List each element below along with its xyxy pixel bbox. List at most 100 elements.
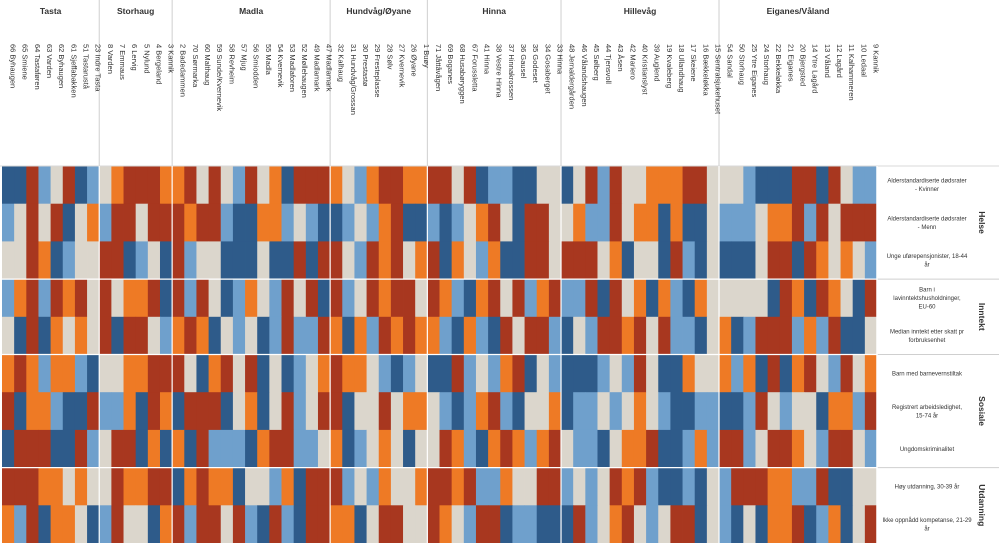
group-label: Madla bbox=[239, 6, 263, 16]
heatmap-cell bbox=[378, 166, 392, 205]
heatmap-cell bbox=[257, 203, 270, 242]
heatmap-cell bbox=[415, 203, 428, 242]
heatmap-cell bbox=[305, 316, 319, 355]
heatmap-cell bbox=[573, 392, 586, 431]
heatmap-cell bbox=[451, 316, 465, 355]
heatmap-cell bbox=[245, 505, 258, 543]
heatmap-cell bbox=[500, 241, 513, 280]
heatmap-cell bbox=[755, 467, 769, 506]
heatmap-cell bbox=[524, 316, 538, 355]
heatmap-cell bbox=[646, 354, 659, 393]
heatmap-cell bbox=[633, 203, 647, 242]
heatmap-cell bbox=[50, 241, 64, 280]
heatmap-cell bbox=[864, 241, 878, 280]
heatmap-cell bbox=[123, 354, 137, 393]
heatmap-cell bbox=[779, 316, 793, 355]
district-label: 18 Ullandhaug bbox=[677, 44, 686, 92]
heatmap-cell bbox=[573, 279, 586, 318]
heatmap-cell bbox=[743, 166, 756, 205]
heatmap-cell bbox=[123, 429, 137, 468]
heatmap-cell bbox=[609, 467, 623, 506]
district-label: 22 Bekkeløkka bbox=[774, 44, 783, 94]
heatmap-cell bbox=[840, 429, 854, 468]
heatmap-cell bbox=[354, 166, 367, 205]
district-label: 47 Madlamark bbox=[325, 44, 334, 92]
heatmap-cell bbox=[633, 316, 647, 355]
heatmap-cell bbox=[220, 166, 234, 205]
heatmap-cell bbox=[852, 279, 866, 318]
heatmap-cell bbox=[439, 392, 453, 431]
heatmap-cell bbox=[245, 429, 258, 468]
heatmap-cell bbox=[427, 279, 440, 318]
heatmap-cell bbox=[415, 316, 428, 355]
heatmap-cell bbox=[597, 203, 611, 242]
heatmap-cell bbox=[840, 316, 854, 355]
heatmap-cell bbox=[354, 429, 367, 468]
heatmap-cell bbox=[500, 279, 513, 318]
heatmap-cell bbox=[330, 279, 343, 318]
heatmap-cell bbox=[779, 392, 793, 431]
heatmap-cell bbox=[585, 241, 598, 280]
heatmap-cell bbox=[135, 392, 149, 431]
heatmap-cell bbox=[147, 316, 161, 355]
heatmap-cell bbox=[50, 392, 64, 431]
heatmap-cell bbox=[330, 467, 343, 506]
heatmap-cell bbox=[852, 316, 866, 355]
heatmap-cell bbox=[269, 279, 282, 318]
heatmap-cell bbox=[232, 354, 246, 393]
heatmap-cell bbox=[2, 354, 15, 393]
heatmap-cell bbox=[50, 429, 64, 468]
heatmap-cell bbox=[111, 279, 124, 318]
column-header: Tasta 66 Byhaugen 65 Smiene 64 Tastaføren 63… bbox=[9, 6, 881, 115]
district-label: 59 Sunde/Kvernevik bbox=[215, 44, 224, 111]
heatmap-cell bbox=[26, 279, 39, 318]
heatmap-cell bbox=[682, 467, 696, 506]
heatmap-cell bbox=[621, 166, 635, 205]
heatmap-cell bbox=[208, 354, 222, 393]
heatmap-cell bbox=[14, 316, 27, 355]
heatmap-cell bbox=[317, 279, 331, 318]
heatmap-cell bbox=[755, 354, 769, 393]
heatmap-cell bbox=[427, 467, 440, 506]
heatmap-cell bbox=[658, 467, 671, 506]
heatmap-cell bbox=[864, 354, 878, 393]
heatmap-cell bbox=[524, 241, 538, 280]
district-label: 41 Hinna bbox=[483, 44, 492, 75]
heatmap-cell bbox=[597, 166, 611, 205]
heatmap-cell bbox=[99, 203, 112, 242]
heatmap-cell bbox=[791, 166, 805, 205]
district-label: 21 Eiganes bbox=[786, 44, 795, 82]
heatmap-cell bbox=[427, 354, 440, 393]
heatmap-cell bbox=[172, 392, 185, 431]
heatmap-cell bbox=[317, 316, 331, 355]
heatmap-cell bbox=[208, 429, 222, 468]
heatmap-cell bbox=[731, 392, 744, 431]
heatmap-cell bbox=[791, 392, 805, 431]
heatmap-cell bbox=[317, 203, 331, 242]
heatmap-cell bbox=[682, 316, 696, 355]
heatmap-cell bbox=[390, 166, 404, 205]
heatmap-cell bbox=[573, 505, 586, 543]
group-label: Hinna bbox=[482, 6, 506, 16]
heatmap-cell bbox=[633, 354, 647, 393]
heatmap-cell bbox=[561, 392, 574, 431]
heatmap-cell bbox=[475, 505, 489, 543]
heatmap-cell bbox=[731, 166, 744, 205]
heatmap-cell bbox=[99, 354, 112, 393]
heatmap-cell bbox=[74, 467, 88, 506]
heatmap-cell bbox=[621, 203, 635, 242]
heatmap-cell bbox=[26, 166, 39, 205]
heatmap-cell bbox=[828, 316, 841, 355]
heatmap-cell bbox=[208, 241, 222, 280]
heatmap-cell bbox=[38, 203, 52, 242]
heatmap-cell bbox=[26, 203, 39, 242]
district-label: 23 Indre Tasta bbox=[94, 44, 103, 92]
district-label: 8 Varden bbox=[106, 44, 115, 74]
heatmap-cell bbox=[2, 203, 15, 242]
heatmap-cell bbox=[342, 279, 355, 318]
category-label: Helse bbox=[977, 211, 987, 234]
heatmap-cell bbox=[172, 279, 185, 318]
heatmap-cell bbox=[621, 279, 635, 318]
heatmap-cell bbox=[536, 392, 550, 431]
